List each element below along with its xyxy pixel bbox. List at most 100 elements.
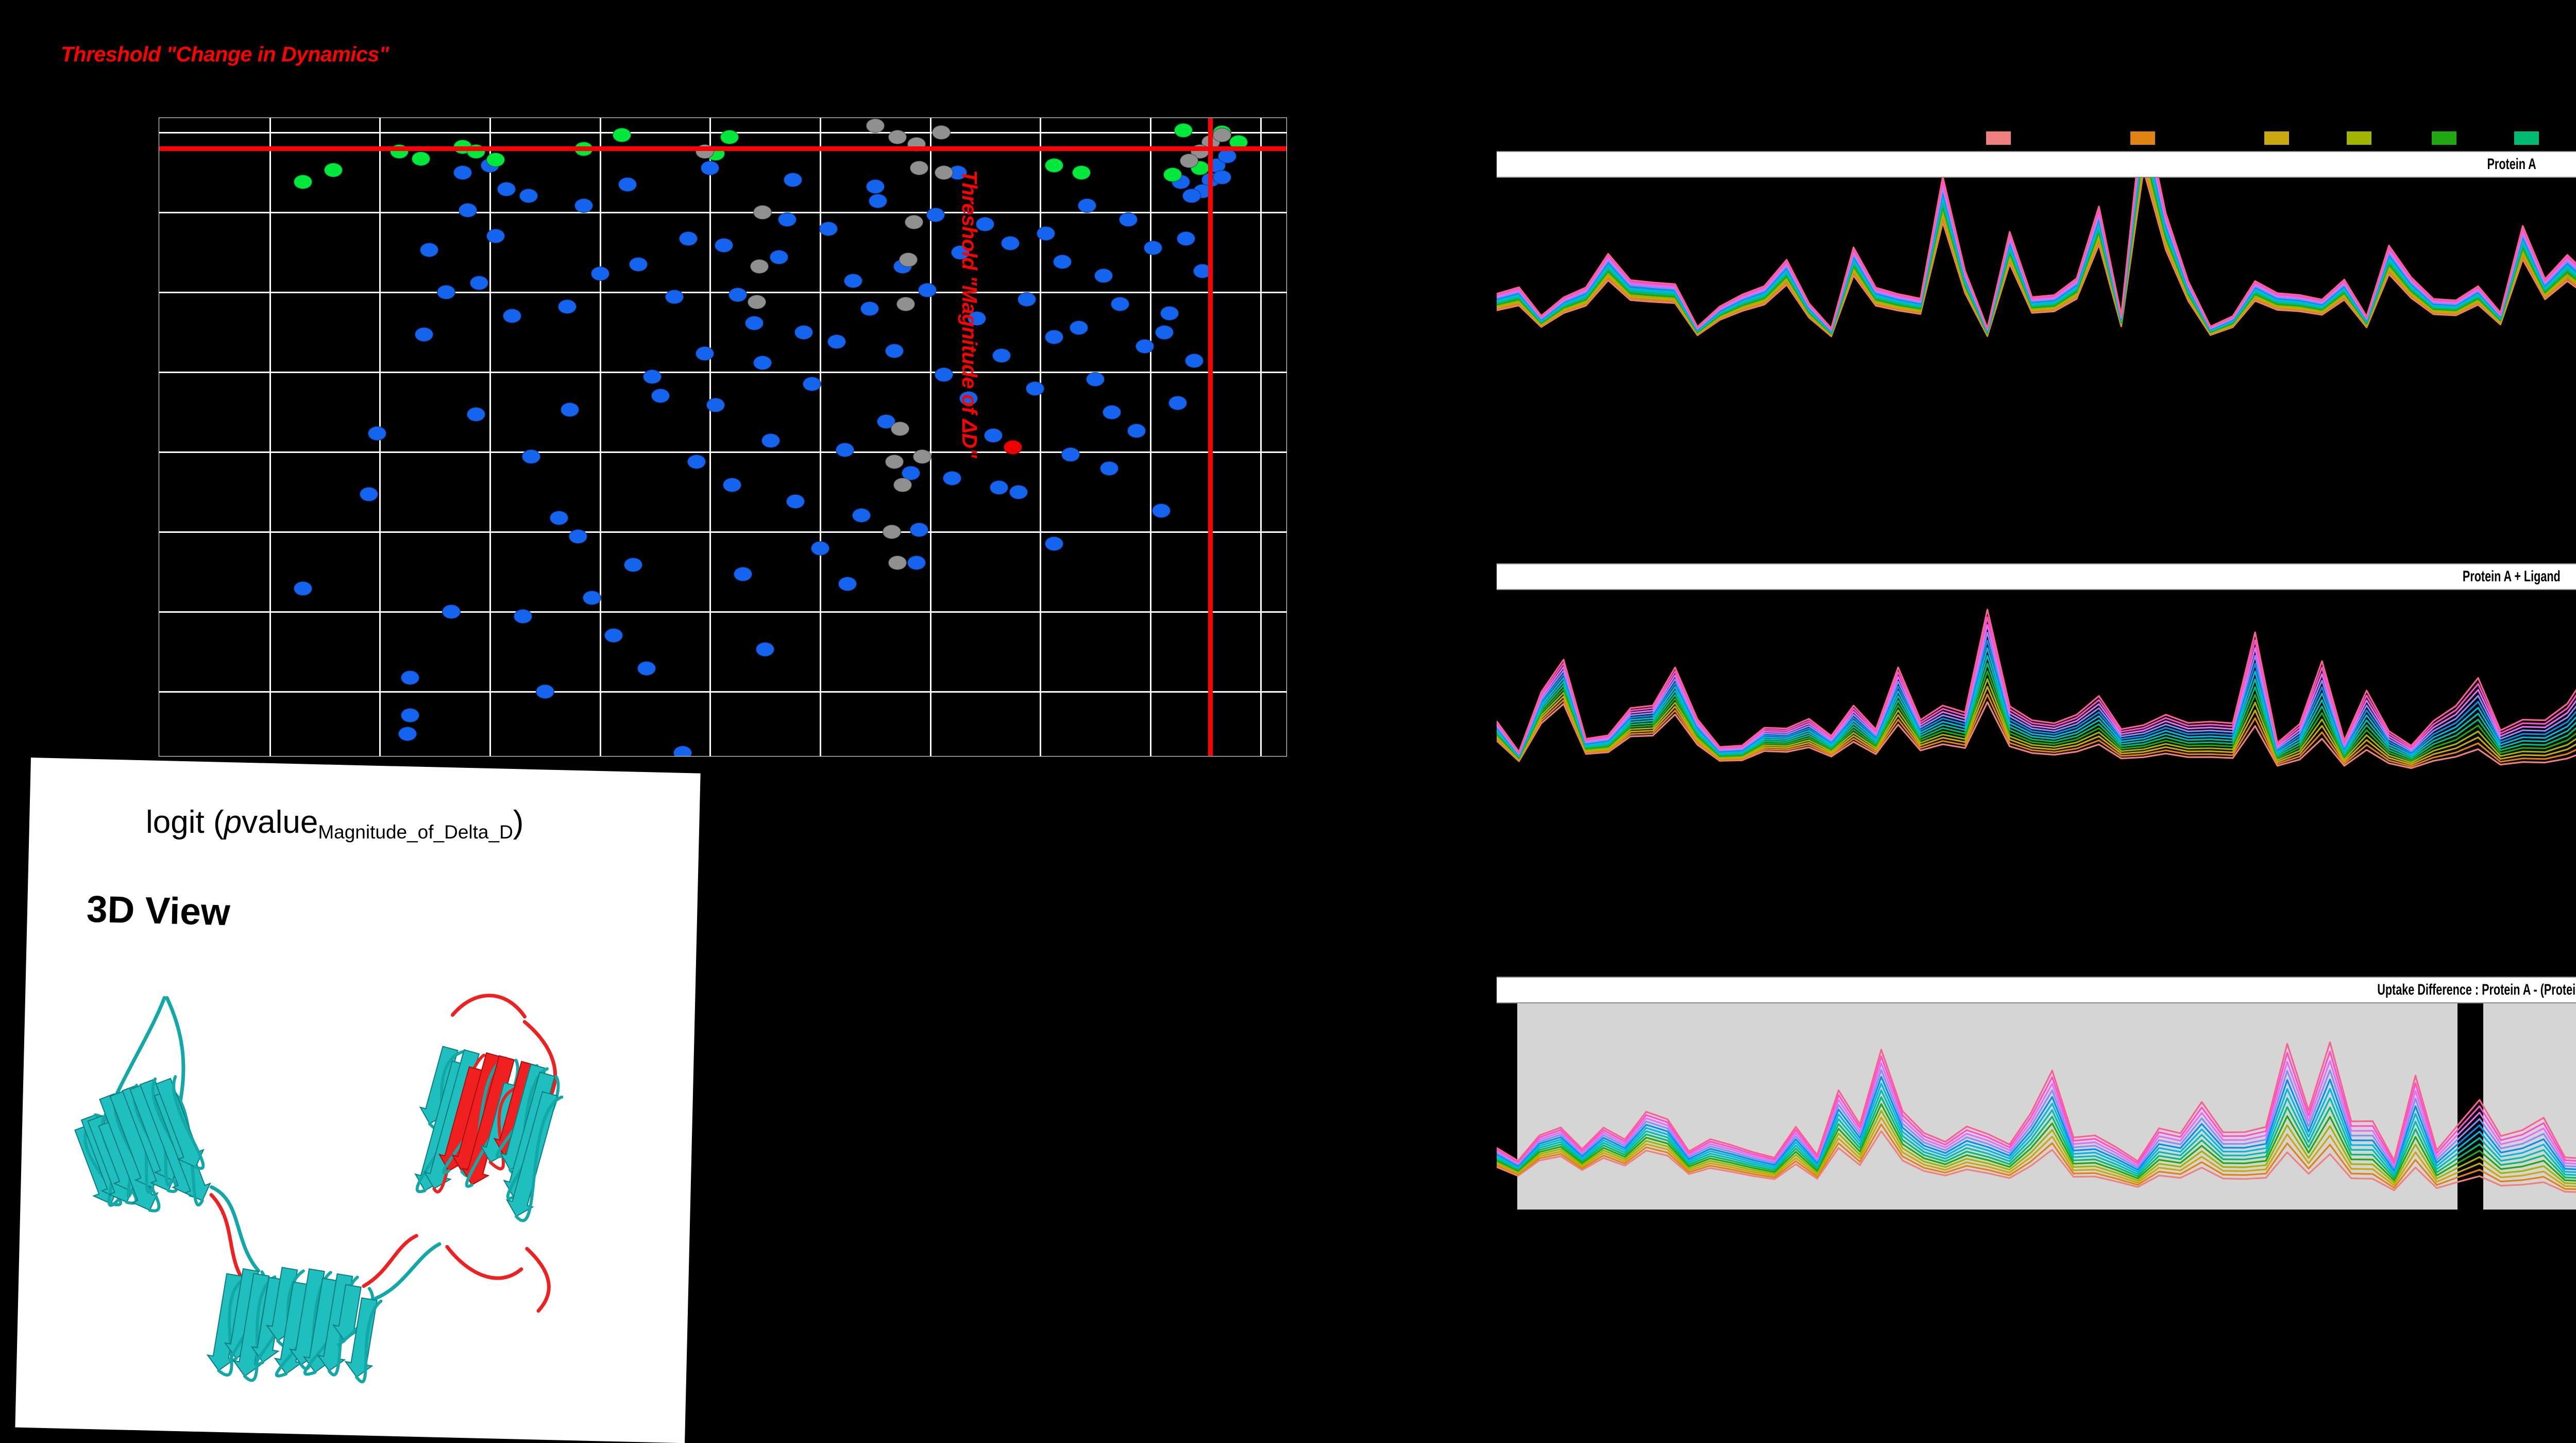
volcano-point-blue[interactable] <box>761 433 780 448</box>
volcano-point-blue[interactable] <box>827 334 846 349</box>
volcano-point-blue[interactable] <box>992 348 1011 363</box>
butterfly-trace[interactable] <box>1497 662 2576 760</box>
volcano-point-gray[interactable] <box>866 118 885 133</box>
volcano-point-blue[interactable] <box>514 609 533 624</box>
volcano-point-blue[interactable] <box>783 172 802 187</box>
butterfly-trace[interactable] <box>1497 670 2576 762</box>
volcano-point-blue[interactable] <box>1103 405 1122 420</box>
butterfly-trace[interactable] <box>1497 701 2576 775</box>
volcano-point-blue[interactable] <box>810 541 829 556</box>
volcano-point-green[interactable] <box>1163 167 1182 182</box>
volcano-plot-area[interactable] <box>159 118 1287 757</box>
butterfly-trace[interactable] <box>1497 1092 2576 1185</box>
volcano-point-gray[interactable] <box>899 252 918 267</box>
volcano-point-blue[interactable] <box>990 480 1009 495</box>
volcano-point-blue[interactable] <box>753 356 772 371</box>
volcano-point-blue[interactable] <box>436 285 455 300</box>
volcano-point-blue[interactable] <box>885 344 904 359</box>
volcano-point-blue[interactable] <box>1185 353 1204 368</box>
volcano-point-blue[interactable] <box>860 301 879 316</box>
volcano-point-green[interactable] <box>613 127 632 142</box>
volcano-point-blue[interactable] <box>1086 372 1105 387</box>
butterfly-trace[interactable] <box>1497 678 2576 764</box>
volcano-point-blue[interactable] <box>623 558 642 573</box>
volcano-point-blue[interactable] <box>442 605 461 619</box>
volcano-point-blue[interactable] <box>866 179 885 194</box>
legend-swatch-0[interactable] <box>1986 131 2011 145</box>
volcano-point-blue[interactable] <box>1168 395 1188 410</box>
volcano-point-gray[interactable] <box>910 160 929 175</box>
volcano-point-blue[interactable] <box>1009 484 1028 499</box>
volcano-point-green[interactable] <box>486 153 505 167</box>
butterfly-plot-protein-a-ligand[interactable] <box>1497 590 2576 796</box>
volcano-point-blue[interactable] <box>844 273 863 288</box>
volcano-point-gray[interactable] <box>888 130 907 145</box>
volcano-point-blue[interactable] <box>852 508 871 523</box>
butterfly-trace[interactable] <box>1497 685 2576 767</box>
volcano-point-blue[interactable] <box>869 193 888 208</box>
butterfly-trace[interactable] <box>1497 1116 2576 1193</box>
volcano-point-blue[interactable] <box>401 708 420 723</box>
volcano-point-blue[interactable] <box>643 370 662 384</box>
volcano-point-blue[interactable] <box>535 684 554 699</box>
volcano-point-blue[interactable] <box>1025 381 1044 396</box>
volcano-point-blue[interactable] <box>1136 339 1155 354</box>
volcano-point-blue[interactable] <box>744 315 764 330</box>
volcano-point-blue[interactable] <box>1182 189 1201 204</box>
volcano-point-gray[interactable] <box>890 421 909 436</box>
volcano-point-blue[interactable] <box>1111 297 1130 312</box>
butterfly-plot-protein-a[interactable] <box>1497 178 2576 384</box>
volcano-point-blue[interactable] <box>549 511 568 525</box>
volcano-point-green[interactable] <box>1072 165 1091 180</box>
volcano-point-blue[interactable] <box>367 426 386 441</box>
volcano-point-blue[interactable] <box>1061 447 1080 462</box>
timepoint-color-legend[interactable] <box>1479 131 2576 145</box>
volcano-point-blue[interactable] <box>926 207 945 222</box>
volcano-point-green[interactable] <box>720 130 739 145</box>
volcano-point-blue[interactable] <box>701 160 720 175</box>
volcano-point-blue[interactable] <box>560 402 579 417</box>
volcano-point-blue[interactable] <box>838 576 857 591</box>
legend-swatch-5[interactable] <box>2514 131 2539 145</box>
volcano-point-blue[interactable] <box>582 591 601 605</box>
volcano-point-blue[interactable] <box>359 487 378 502</box>
volcano-point-blue[interactable] <box>469 276 488 291</box>
volcano-point-blue[interactable] <box>902 466 921 481</box>
butterfly-trace[interactable] <box>1497 1110 2576 1188</box>
volcano-point-blue[interactable] <box>1044 329 1063 344</box>
legend-swatch-2[interactable] <box>2264 131 2289 145</box>
3d-view-card[interactable]: 3D View <box>15 758 701 1443</box>
volcano-point-blue[interactable] <box>1177 231 1196 246</box>
volcano-point-blue[interactable] <box>679 231 698 246</box>
volcano-point-blue[interactable] <box>590 266 609 281</box>
butterfly-trace[interactable] <box>1497 178 2576 340</box>
butterfly-trace[interactable] <box>1497 1003 2576 1162</box>
volcano-point-blue[interactable] <box>695 346 714 361</box>
volcano-point-blue[interactable] <box>756 642 775 657</box>
volcano-point-blue[interactable] <box>951 245 970 260</box>
butterfly-trace[interactable] <box>1497 635 2576 757</box>
volcano-point-blue[interactable] <box>651 388 670 403</box>
butterfly-trace[interactable] <box>1497 1003 2576 1169</box>
volcano-point-gray[interactable] <box>912 449 931 464</box>
volcano-point-blue[interactable] <box>519 189 538 204</box>
butterfly-trace[interactable] <box>1497 590 2576 754</box>
volcano-point-blue[interactable] <box>734 567 753 582</box>
butterfly-trace[interactable] <box>1497 693 2576 770</box>
volcano-point-blue[interactable] <box>943 471 962 485</box>
volcano-point-blue[interactable] <box>1001 236 1020 250</box>
volcano-point-gray[interactable] <box>893 478 912 493</box>
volcano-point-gray[interactable] <box>885 454 904 469</box>
volcano-point-blue[interactable] <box>1212 170 1231 184</box>
volcano-point-blue[interactable] <box>1127 424 1146 439</box>
volcano-point-blue[interactable] <box>794 325 813 340</box>
volcano-point-blue[interactable] <box>502 308 521 323</box>
volcano-point-blue[interactable] <box>918 282 937 297</box>
butterfly-trace[interactable] <box>1497 599 2576 756</box>
volcano-point-blue[interactable] <box>907 555 926 570</box>
butterfly-trace[interactable] <box>1497 1003 2576 1171</box>
butterfly-trace[interactable] <box>1497 1130 2576 1202</box>
volcano-point-blue[interactable] <box>1078 198 1097 213</box>
volcano-point-blue[interactable] <box>420 243 439 258</box>
volcano-point-blue[interactable] <box>497 181 516 196</box>
